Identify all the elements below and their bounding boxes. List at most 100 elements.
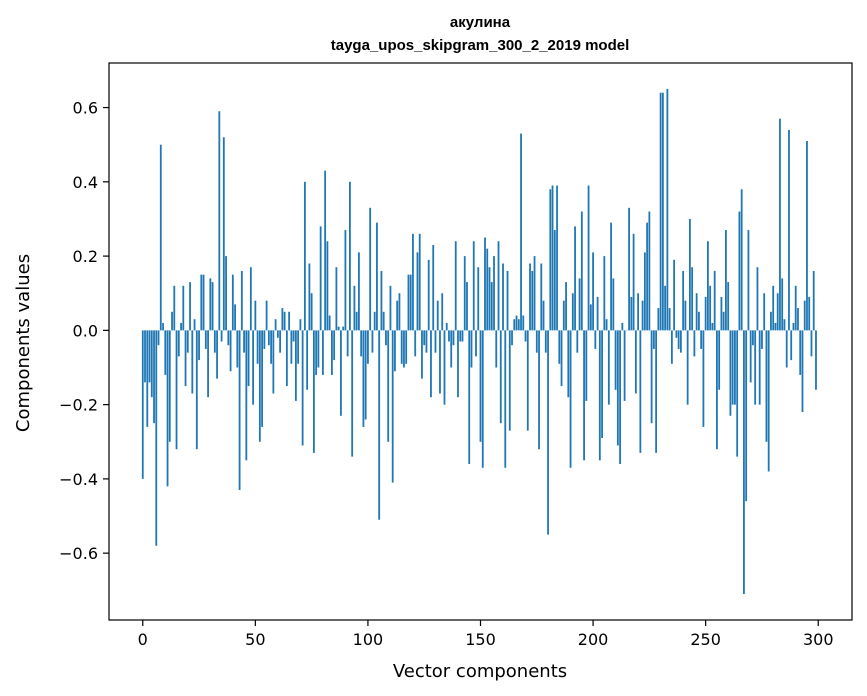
bar [328, 315, 331, 331]
bar [567, 330, 570, 398]
bar [652, 330, 655, 349]
y-tick-label: −0.2 [59, 396, 98, 415]
bar [229, 330, 232, 372]
bar [515, 315, 518, 331]
bar [808, 296, 811, 331]
bar [445, 322, 448, 331]
bar [385, 330, 387, 346]
bar [281, 308, 284, 331]
bar [303, 181, 306, 331]
bar [333, 330, 336, 361]
bar [517, 319, 520, 331]
bar [664, 285, 667, 331]
bar [758, 330, 761, 405]
bar [146, 330, 149, 427]
bar [299, 319, 302, 331]
y-tick-label: 0.6 [73, 99, 98, 118]
bar [412, 233, 414, 331]
bar [457, 330, 459, 398]
bar [353, 285, 356, 331]
bar [623, 330, 626, 401]
bar [569, 330, 572, 468]
bar [585, 330, 588, 401]
bar [227, 330, 230, 346]
bar [466, 282, 468, 331]
bar [380, 270, 383, 331]
bar [540, 263, 543, 331]
bar [475, 330, 477, 357]
bar [801, 330, 804, 413]
x-tick-label: 50 [245, 630, 265, 649]
bar [749, 330, 752, 383]
bar [520, 133, 522, 331]
bar [155, 330, 158, 546]
bar [195, 330, 198, 450]
y-tick-label: 0.0 [73, 321, 98, 340]
bar [526, 330, 529, 431]
bar [614, 330, 617, 390]
bar [443, 330, 446, 405]
bar [394, 330, 396, 372]
bar [409, 274, 412, 331]
bar [391, 330, 394, 483]
bar [619, 330, 621, 465]
bar [317, 330, 320, 368]
bar [400, 330, 403, 364]
bar [198, 330, 200, 361]
bar [713, 270, 716, 331]
bar [580, 211, 583, 331]
bar [592, 252, 594, 331]
bar [702, 330, 705, 427]
bar [767, 330, 770, 472]
bar [373, 311, 376, 331]
bar [504, 330, 507, 468]
bar [448, 330, 450, 342]
bar [367, 330, 369, 364]
bar [594, 330, 597, 349]
bar [693, 330, 696, 357]
bar [454, 241, 457, 331]
bar [754, 330, 757, 405]
bar [574, 226, 576, 331]
bar [508, 330, 511, 431]
bar [234, 304, 236, 331]
bar [488, 267, 491, 331]
y-tick-label: 0.2 [73, 247, 98, 266]
bar [263, 330, 266, 349]
bar [398, 293, 401, 331]
bar [159, 144, 162, 331]
bar [679, 330, 682, 353]
bar [666, 88, 669, 331]
bar [547, 330, 549, 535]
bar [371, 330, 374, 353]
bar [648, 211, 651, 331]
y-axis-ticks: −0.6 −0.4 −0.2 0.0 0.2 0.4 0.6 [59, 99, 109, 563]
bar [276, 330, 279, 338]
bar [646, 222, 649, 331]
bar [605, 319, 608, 331]
bar [727, 282, 730, 331]
bar [177, 330, 180, 357]
bar [691, 267, 694, 331]
bar [344, 230, 347, 331]
bar [542, 300, 545, 331]
bar [675, 330, 678, 338]
bar [731, 330, 734, 405]
bar [556, 185, 558, 331]
bar [763, 293, 766, 331]
bar [288, 311, 291, 331]
y-tick-label: −0.4 [59, 470, 98, 489]
bar [506, 270, 509, 331]
bar [513, 319, 516, 331]
bar [792, 322, 795, 331]
bar [610, 222, 612, 331]
bar [803, 300, 806, 331]
bar [529, 263, 531, 331]
bar [659, 92, 662, 331]
bar [342, 326, 345, 331]
bar [150, 330, 153, 398]
bar [551, 185, 554, 331]
bar [621, 322, 624, 331]
bar [677, 330, 680, 349]
